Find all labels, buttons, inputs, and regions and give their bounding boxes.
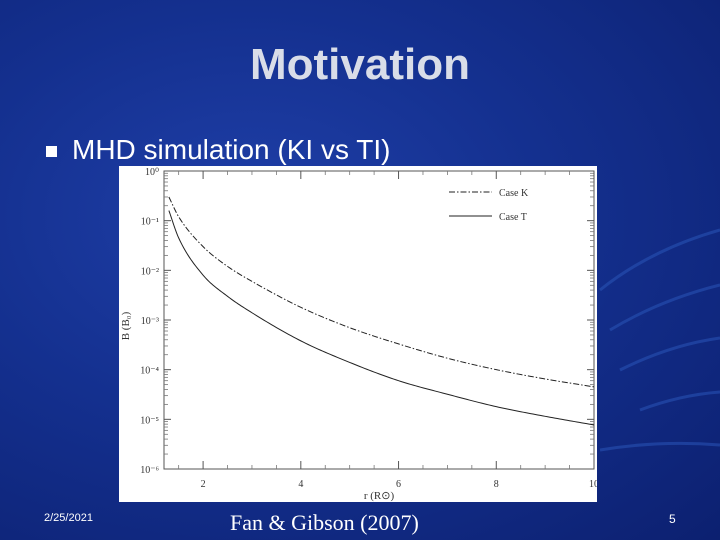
x-tick-label: 8 [494, 479, 499, 490]
y-tick-label: 10⁰ [145, 167, 159, 178]
footer-citation: Fan & Gibson (2007) [230, 510, 419, 535]
y-tick-label: 10⁻³ [141, 316, 159, 327]
legend-label-case-k: Case K [499, 188, 529, 199]
x-axis-label: r (R⊙) [364, 490, 395, 502]
y-tick-label: 10⁻² [141, 266, 159, 277]
y-axis-label: B (B₀) [120, 311, 132, 340]
slide-title: Motivation [250, 40, 470, 89]
x-tick-label: 10 [589, 479, 597, 490]
x-tick-label: 6 [396, 479, 401, 490]
series-line-case-k [168, 196, 595, 388]
y-tick-label: 10⁻⁴ [140, 366, 159, 377]
figure-panel: 10⁰ 10⁻¹ 10⁻² 10⁻³ 10⁻⁴ 10⁻⁵ 10⁻⁶ 2 4 6 8 10 Case … [119, 166, 597, 502]
page-number: 5 [669, 512, 676, 526]
y-tick-label: 10⁻⁵ [140, 415, 159, 426]
x-tick-label: 2 [201, 479, 206, 490]
x-tick-label: 4 [298, 479, 303, 490]
bullet-text: MHD simulation (KI vs TI) [72, 134, 391, 165]
magnetic-field-chart: 10⁰ 10⁻¹ 10⁻² 10⁻³ 10⁻⁴ 10⁻⁵ 10⁻⁶ 2 4 6 8 10 Case … [120, 167, 597, 502]
series-line-case-t [168, 210, 595, 426]
y-tick-label: 10⁻⁶ [140, 465, 159, 476]
square-bullet-icon [46, 146, 57, 157]
legend-label-case-t: Case T [499, 212, 527, 223]
footer-date: 2/25/2021 [44, 512, 93, 524]
y-tick-label: 10⁻¹ [141, 217, 159, 228]
plot-frame [163, 170, 595, 470]
